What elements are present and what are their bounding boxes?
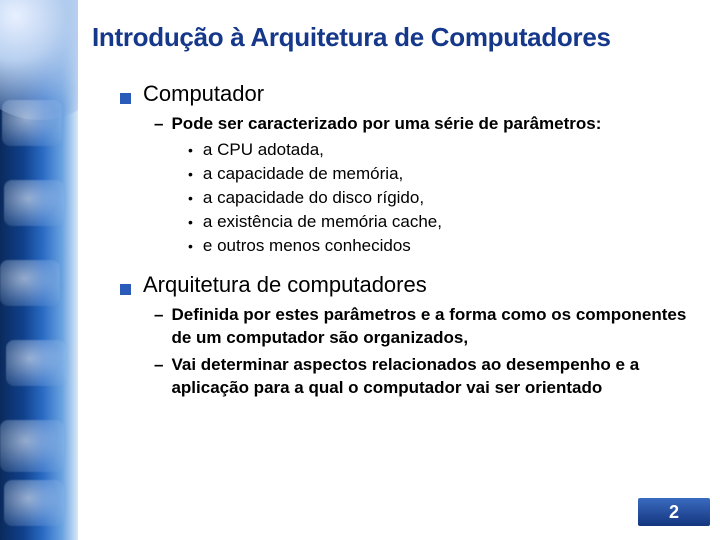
dash-bullet-icon: –	[154, 114, 163, 134]
bullet-text: a existência de memória cache,	[203, 212, 442, 232]
section-heading: Arquitetura de computadores	[120, 272, 698, 298]
sidebar-ghost-image	[0, 260, 60, 306]
sub-item-text: Definida por estes parâmetros e a forma …	[171, 304, 698, 350]
sub-item: – Vai determinar aspectos relacionados a…	[154, 354, 698, 400]
section-heading: Computador	[120, 81, 698, 107]
sub-item-text: Vai determinar aspectos relacionados ao …	[171, 354, 698, 400]
square-bullet-icon	[120, 284, 131, 295]
sidebar-ghost-image	[2, 100, 62, 146]
dot-bullet-icon: •	[188, 142, 193, 158]
sidebar-ghost-image	[0, 420, 64, 472]
dot-bullet-icon: •	[188, 214, 193, 230]
bullet-item: • a CPU adotada,	[188, 140, 698, 160]
bullet-item: • e outros menos conhecidos	[188, 236, 698, 256]
slide-title: Introdução à Arquitetura de Computadores	[92, 22, 698, 53]
page-number: 2	[669, 502, 679, 523]
sub-item-text: Pode ser caracterizado por uma série de …	[171, 113, 601, 136]
bullet-item: • a capacidade do disco rígido,	[188, 188, 698, 208]
bullet-item: • a capacidade de memória,	[188, 164, 698, 184]
bullet-item: • a existência de memória cache,	[188, 212, 698, 232]
dot-bullet-icon: •	[188, 190, 193, 206]
dot-bullet-icon: •	[188, 238, 193, 254]
dot-bullet-icon: •	[188, 166, 193, 182]
bullet-text: a capacidade do disco rígido,	[203, 188, 424, 208]
page-number-badge: 2	[638, 498, 710, 526]
bullet-text: e outros menos conhecidos	[203, 236, 411, 256]
sidebar-ghost-image	[4, 480, 64, 526]
sub-item: – Definida por estes parâmetros e a form…	[154, 304, 698, 350]
slide-content: Introdução à Arquitetura de Computadores…	[78, 0, 720, 540]
decorative-sidebar	[0, 0, 78, 540]
sidebar-ghost-image	[6, 340, 66, 386]
square-bullet-icon	[120, 93, 131, 104]
dash-bullet-icon: –	[154, 305, 163, 325]
bullet-text: a CPU adotada,	[203, 140, 324, 160]
section-heading-text: Arquitetura de computadores	[143, 272, 427, 298]
dash-bullet-icon: –	[154, 355, 163, 375]
bullet-text: a capacidade de memória,	[203, 164, 403, 184]
section-heading-text: Computador	[143, 81, 264, 107]
sidebar-ghost-image	[4, 180, 64, 226]
sub-item: – Pode ser caracterizado por uma série d…	[154, 113, 698, 136]
